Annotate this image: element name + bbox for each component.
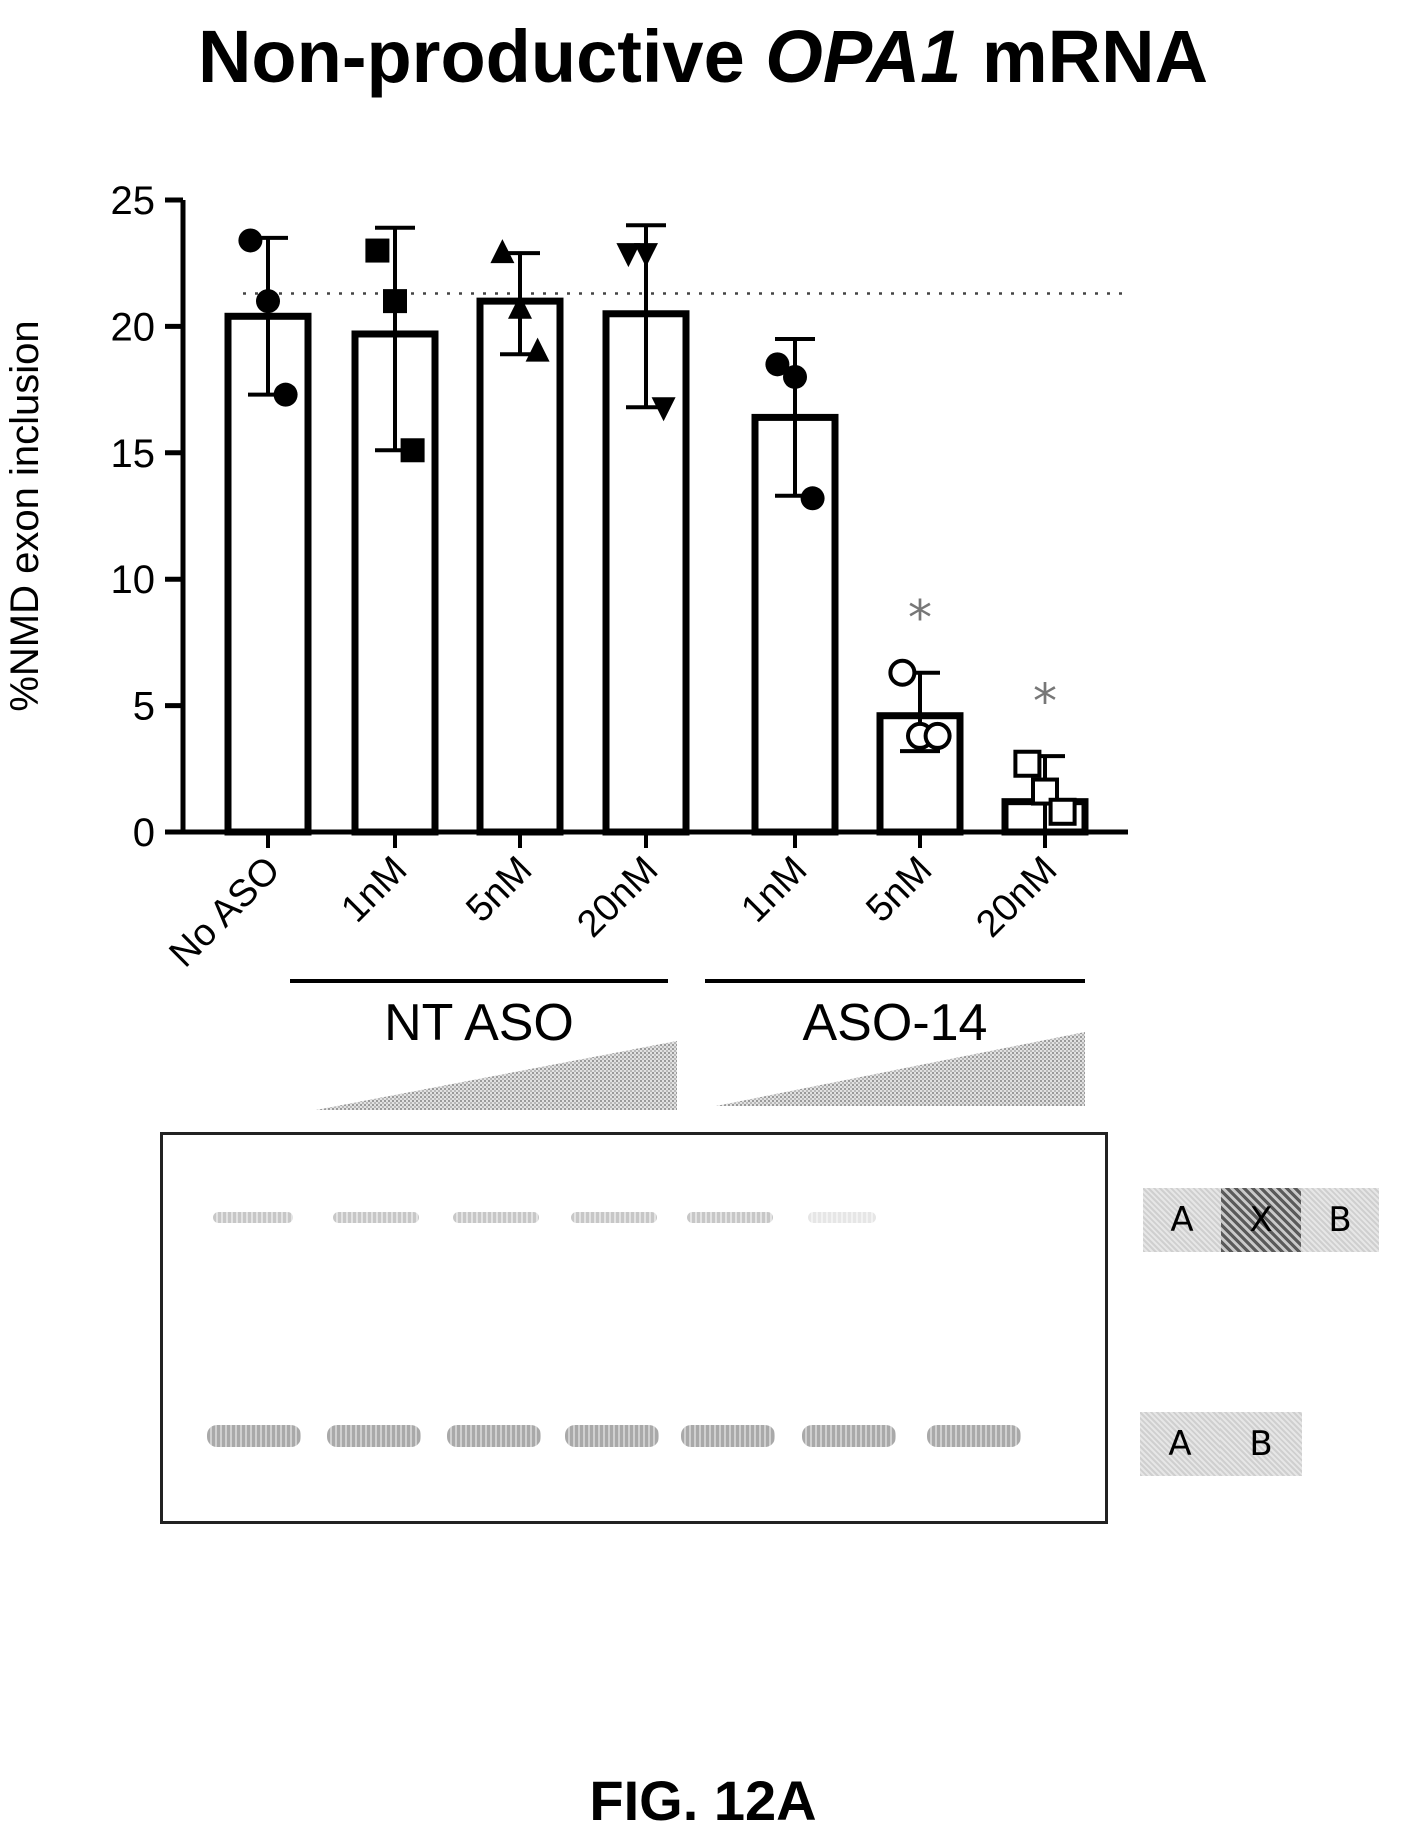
gel-band-bottom [927, 1425, 1021, 1447]
y-tick-label: 25 [111, 179, 156, 223]
significance-marker: * [1033, 674, 1057, 730]
data-point [508, 294, 532, 319]
x-tick-label: 20nM [968, 849, 1065, 946]
data-point [1048, 797, 1077, 826]
data-point [256, 289, 280, 314]
exon-b: B [1301, 1188, 1379, 1252]
y-tick-label: 0 [133, 811, 155, 855]
data-point [525, 337, 550, 362]
gel-band-top [453, 1212, 539, 1223]
gel-image [160, 1132, 1108, 1524]
chart-title: Non-productive OPA1 mRNA [0, 14, 1406, 99]
y-tick-label: 10 [111, 558, 156, 602]
data-point [383, 289, 407, 314]
data-point [765, 352, 790, 377]
title-gene: OPA1 [765, 15, 962, 98]
gel-band-top [333, 1212, 419, 1223]
x-tick-label: 20nM [569, 849, 666, 946]
exon-a: A [1140, 1412, 1220, 1476]
bar [476, 297, 564, 836]
gel-band-bottom [327, 1425, 421, 1447]
x-tick-label: No ASO [162, 849, 289, 976]
x-tick-label: 5nM [458, 849, 540, 931]
data-point [800, 486, 825, 511]
exon-a: A [1143, 1188, 1221, 1252]
dose-ramp [716, 1032, 1085, 1106]
title-prefix: Non-productive [197, 15, 766, 98]
data-point [1013, 749, 1042, 778]
data-point [490, 239, 515, 264]
data-point [923, 721, 952, 750]
data-point [238, 228, 263, 253]
gel-band-bottom [207, 1425, 301, 1447]
x-tick-label: 1nM [333, 849, 415, 931]
data-point [651, 397, 676, 422]
data-point [273, 382, 298, 407]
gel-band-bottom [447, 1425, 541, 1447]
y-tick-label: 5 [133, 685, 155, 729]
exon-x: X [1221, 1188, 1301, 1252]
data-point [616, 243, 641, 268]
x-tick-label: 5nM [858, 849, 940, 931]
gel-band-top [571, 1212, 657, 1223]
gel-band-bottom [681, 1425, 775, 1447]
title-suffix: mRNA [961, 15, 1209, 98]
group-label: NT ASO [384, 994, 574, 1052]
x-tick-label: 1nM [733, 849, 815, 931]
data-point [400, 438, 425, 463]
figure-label: FIG. 12A [589, 1769, 817, 1832]
gel-band-bottom [565, 1425, 659, 1447]
gel-band-top [808, 1212, 876, 1223]
y-tick-label: 15 [111, 432, 156, 476]
dose-ramp [316, 1041, 677, 1110]
significance-marker: * [908, 591, 932, 647]
data-point [888, 658, 917, 687]
y-axis-label: %NMD exon inclusion [3, 320, 47, 711]
data-point [365, 238, 390, 263]
y-tick-label: 20 [111, 305, 156, 349]
gel-band-bottom [802, 1425, 896, 1447]
bar-chart: * * 0 5 10 15 20 25 No ASO 1nM 5nM 20nM 1nM 5nM 20nM %N… [3, 179, 1128, 1110]
data-point [783, 364, 807, 389]
gel-band-top [213, 1212, 293, 1223]
group-label: ASO-14 [803, 994, 988, 1052]
gel-band-top [687, 1212, 773, 1223]
data-point [634, 243, 658, 268]
exon-b: B [1220, 1412, 1302, 1476]
